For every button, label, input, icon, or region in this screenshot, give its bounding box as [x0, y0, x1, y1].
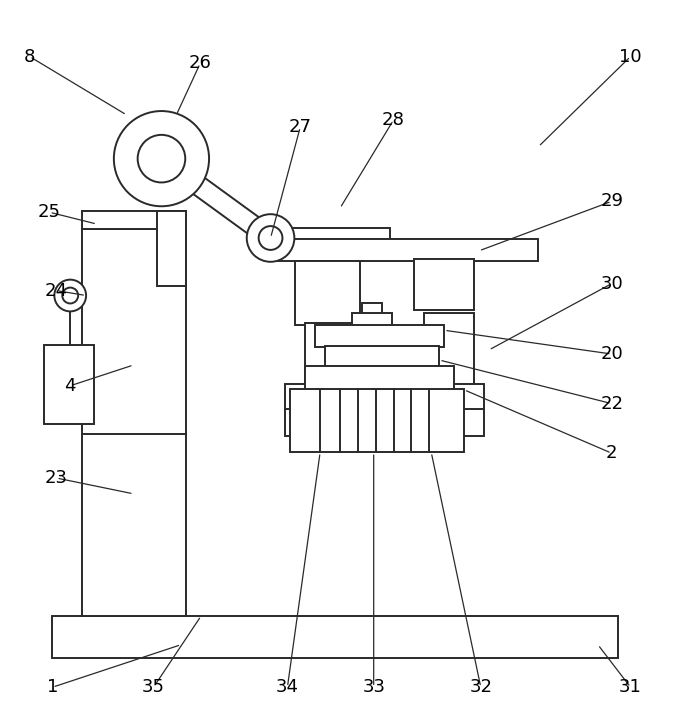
Bar [305, 366, 454, 390]
Text: 27: 27 [288, 118, 312, 136]
Bar [290, 389, 464, 452]
Text: 1: 1 [47, 679, 58, 696]
Bar [315, 325, 444, 347]
Bar [285, 408, 365, 436]
Bar [270, 228, 390, 248]
Text: 35: 35 [142, 679, 165, 696]
Bar [415, 259, 474, 310]
Text: 2: 2 [606, 444, 617, 462]
Circle shape [62, 287, 78, 303]
Text: 32: 32 [469, 679, 492, 696]
Bar [362, 303, 381, 315]
Text: 22: 22 [601, 395, 623, 413]
Bar [409, 384, 484, 410]
Text: 10: 10 [619, 47, 642, 66]
Text: 28: 28 [382, 111, 405, 129]
Bar [285, 384, 365, 410]
Bar [82, 229, 186, 616]
Text: 23: 23 [45, 469, 68, 487]
Bar [409, 408, 484, 436]
Bar [44, 345, 94, 425]
Text: 4: 4 [65, 377, 76, 395]
Circle shape [247, 214, 295, 262]
Circle shape [137, 135, 185, 182]
Bar [424, 313, 474, 385]
Bar [270, 239, 539, 261]
Bar [305, 323, 357, 385]
Text: 30: 30 [601, 275, 623, 292]
Text: 34: 34 [276, 679, 299, 696]
Bar [325, 346, 439, 368]
Text: 33: 33 [362, 679, 386, 696]
Text: 29: 29 [601, 192, 623, 210]
Text: 8: 8 [24, 47, 35, 66]
Bar [352, 313, 392, 327]
Text: 26: 26 [189, 54, 212, 72]
Bar [82, 211, 186, 229]
Text: 20: 20 [601, 345, 623, 363]
Text: 24: 24 [45, 282, 68, 300]
Circle shape [55, 280, 86, 312]
Bar [53, 616, 617, 658]
Bar [295, 261, 360, 325]
Circle shape [114, 111, 209, 206]
Text: 25: 25 [38, 203, 61, 221]
Bar [156, 211, 186, 285]
Circle shape [259, 226, 282, 250]
Text: 31: 31 [619, 679, 642, 696]
